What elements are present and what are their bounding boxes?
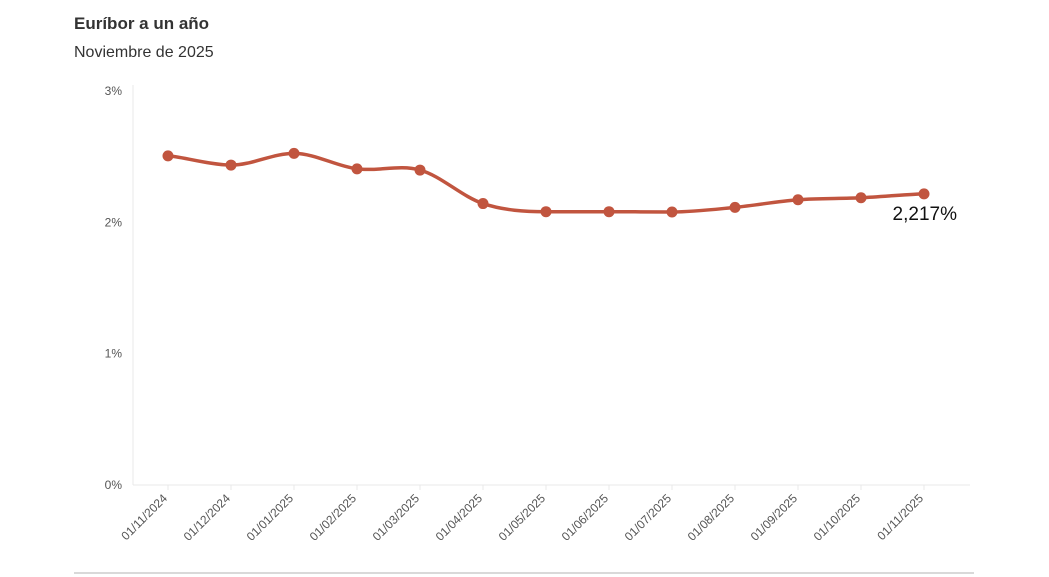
x-tick-label: 01/02/2025 — [307, 491, 360, 544]
y-tick-label: 1% — [105, 347, 123, 361]
data-point — [540, 206, 552, 218]
data-point — [918, 188, 930, 200]
y-tick-label: 2% — [105, 215, 123, 229]
y-tick-label: 3% — [105, 84, 123, 98]
x-tick-label: 01/08/2025 — [685, 491, 738, 544]
data-point — [477, 198, 489, 210]
y-tick-label: 0% — [105, 478, 123, 492]
x-tick-label: 01/07/2025 — [622, 491, 675, 544]
x-tick-label: 01/12/2024 — [181, 491, 234, 544]
x-tick-label: 01/11/2025 — [874, 491, 926, 543]
series-line — [166, 151, 926, 214]
data-point — [351, 163, 363, 175]
x-tick-label: 01/04/2025 — [433, 491, 486, 544]
x-tick-label: 01/06/2025 — [559, 491, 612, 544]
x-tick-label: 01/01/2025 — [244, 491, 297, 544]
data-point — [603, 206, 615, 218]
data-point — [225, 159, 237, 171]
x-tick-label: 01/09/2025 — [748, 491, 801, 544]
chart-title: Euríbor a un año — [74, 14, 210, 33]
data-point — [162, 150, 174, 162]
data-point — [666, 206, 678, 218]
end-value-label: 2,217% — [893, 204, 958, 225]
data-point — [288, 147, 300, 159]
x-tick-label: 01/11/2024 — [118, 491, 170, 543]
bottom-divider — [74, 572, 974, 574]
data-point — [729, 201, 741, 213]
data-point — [855, 192, 867, 204]
data-point — [414, 164, 426, 176]
chart-subtitle: Noviembre de 2025 — [74, 44, 214, 61]
x-tick-label: 01/10/2025 — [811, 491, 864, 544]
x-tick-label: 01/05/2025 — [496, 491, 549, 544]
data-point — [792, 194, 804, 206]
x-tick-label: 01/03/2025 — [370, 491, 423, 544]
